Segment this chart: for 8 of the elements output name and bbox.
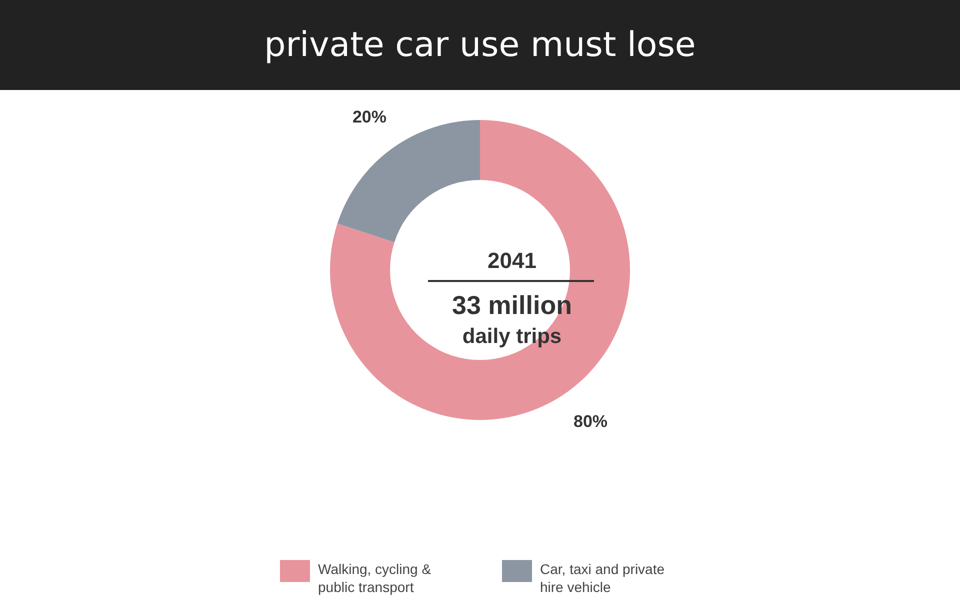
chart-title: private car use must lose [0, 0, 960, 90]
text: 2041 [486, 248, 538, 273]
legend-label: Walking, cycling & public transport [318, 560, 432, 596]
text: daily trips [461, 325, 563, 348]
data-label: 20% [352, 108, 387, 127]
data-label: 80% [573, 412, 608, 431]
legend-label: Car, taxi and private hire vehicle [540, 560, 666, 596]
text: 33 million [451, 290, 573, 320]
